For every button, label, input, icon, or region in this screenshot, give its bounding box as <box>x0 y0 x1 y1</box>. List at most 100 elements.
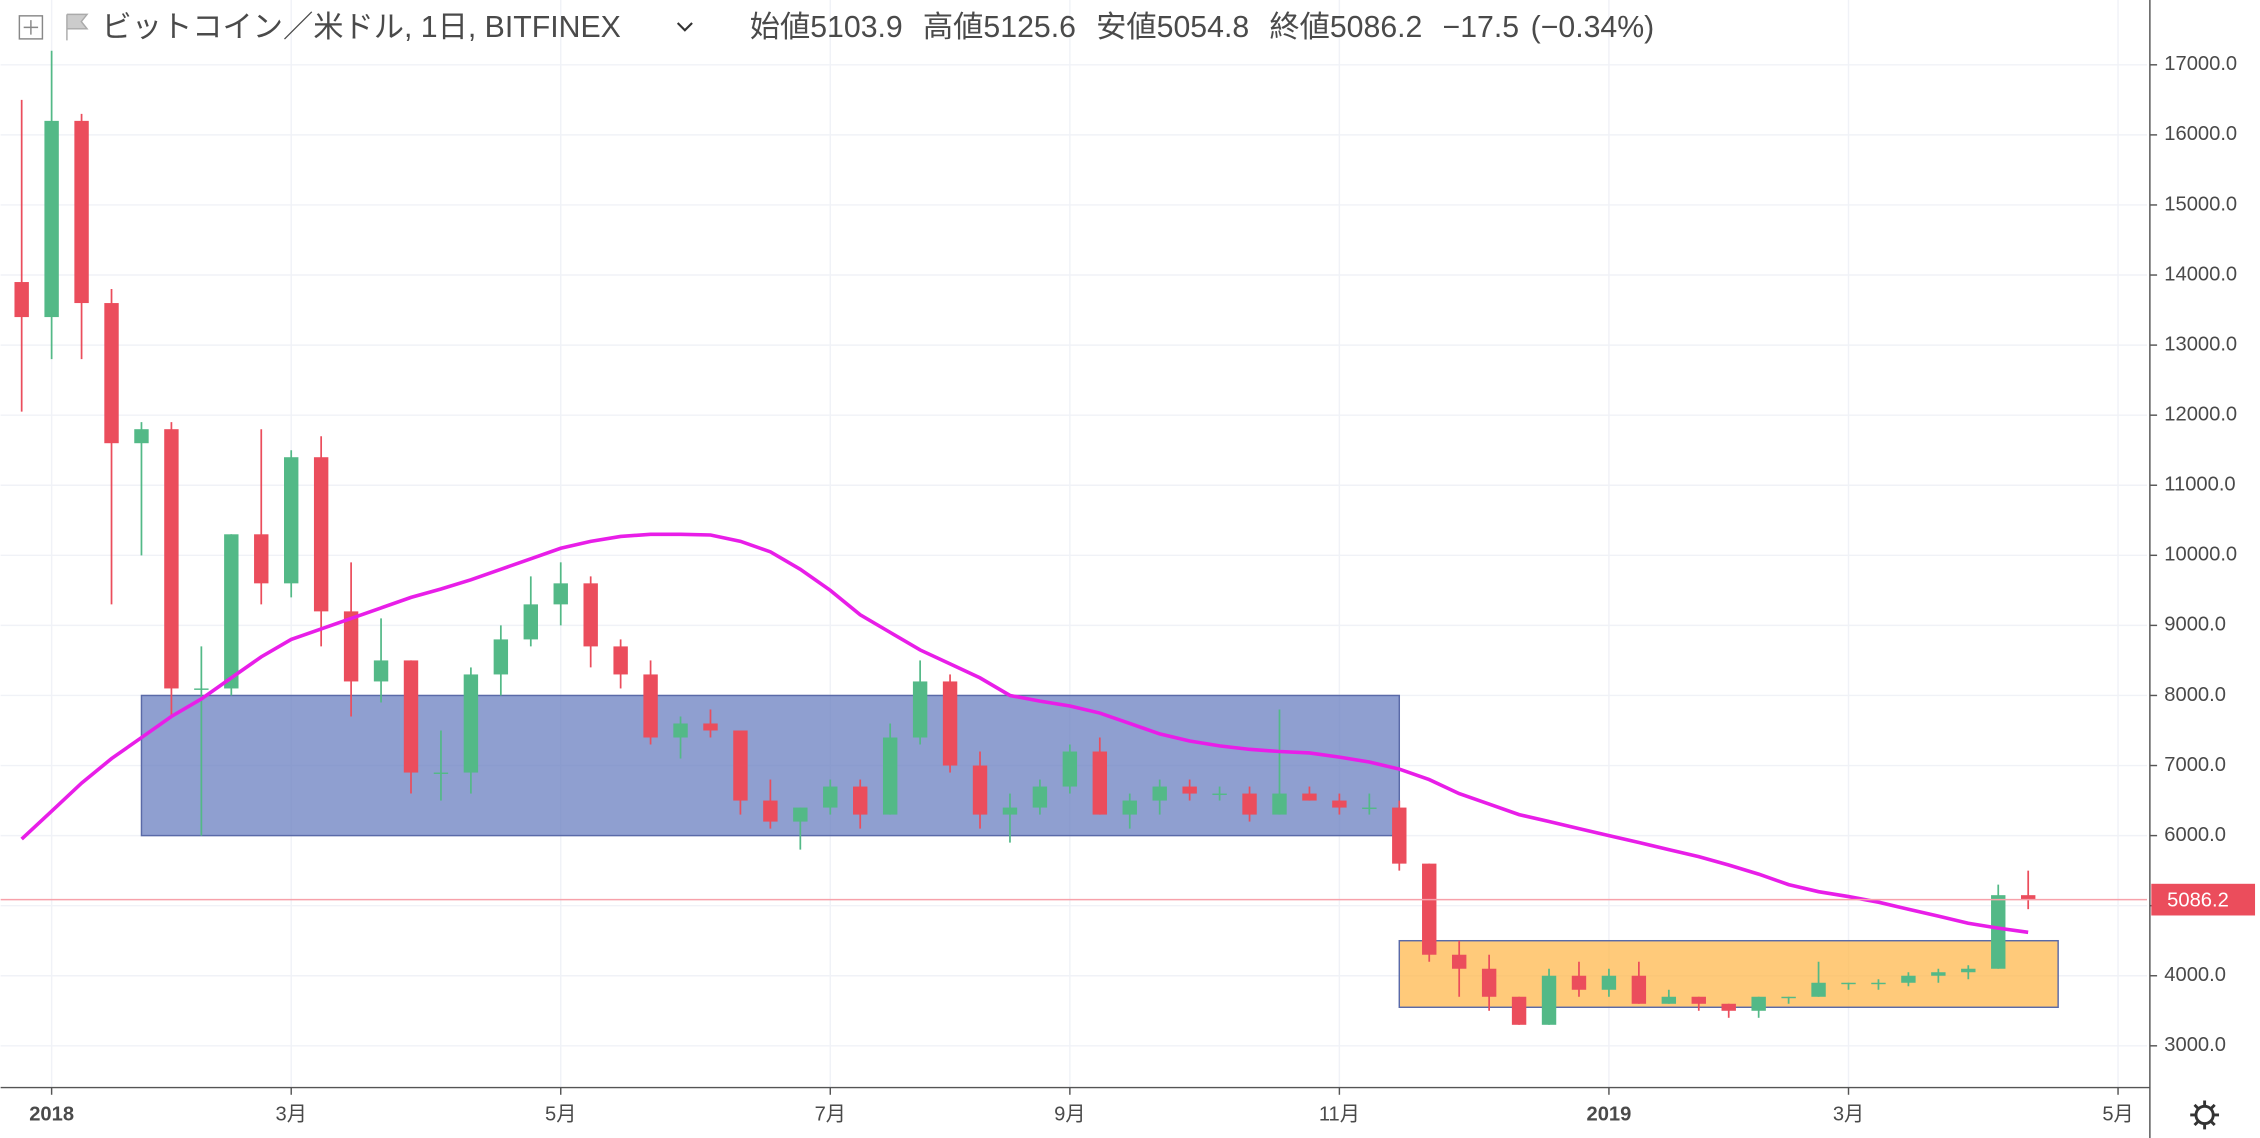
candle-body <box>583 583 598 647</box>
candle-body <box>194 688 209 690</box>
candle-body <box>343 611 359 682</box>
ohlc-values: 始値 5103.9 高値 5125.6 安値 5054.8 終値 5086.2 −17.5 (−0… <box>750 10 1655 44</box>
candle-body <box>1422 863 1437 955</box>
candle-body <box>284 457 299 584</box>
y-tick-label: 7000.0 <box>2164 754 2226 776</box>
candle-body <box>1961 968 1976 973</box>
y-tick-label: 6000.0 <box>2164 824 2226 846</box>
ohlc-label: 安値 <box>1096 10 1157 44</box>
gear-teeth <box>2190 1100 2220 1130</box>
candle-body <box>1122 800 1137 815</box>
candle-body <box>134 429 149 444</box>
candle-body <box>14 282 29 318</box>
x-tick-label: 3月 <box>1833 1103 1864 1125</box>
candle-body <box>912 681 928 738</box>
symbol-title[interactable]: ビットコイン／米ドル, 1日, BITFINEX <box>101 10 620 44</box>
plot <box>0 50 2147 1025</box>
candle-body <box>942 681 958 766</box>
candle-body <box>1152 786 1167 801</box>
ohlc-label: 始値 <box>750 10 811 44</box>
settings-icon[interactable] <box>2190 1100 2220 1130</box>
candle-body <box>1931 972 1946 976</box>
candle-body <box>1811 982 1826 997</box>
candle-body <box>1481 968 1497 997</box>
ohlc-value: 5086.2 <box>1330 11 1423 44</box>
candle-body <box>1451 954 1467 969</box>
y-tick-label: 4000.0 <box>2164 964 2226 986</box>
last-price-box <box>2151 883 2256 916</box>
candle-body <box>613 646 628 675</box>
x-tick-label: 9月 <box>1054 1103 1085 1125</box>
grid <box>0 0 2147 1088</box>
candle-body <box>433 772 449 774</box>
candle-body <box>1511 996 1527 1025</box>
candle-body <box>1781 996 1796 999</box>
x-tick-label: 5月 <box>545 1103 576 1125</box>
last-price-label: 5086.2 <box>2167 889 2229 911</box>
candle-body <box>1062 751 1078 787</box>
x-tick-label: 5月 <box>2102 1103 2133 1125</box>
candle-body <box>553 583 568 605</box>
candle-body <box>733 730 748 801</box>
x-tick-label: 2019 <box>1587 1103 1632 1125</box>
candle-body <box>1691 996 1706 1004</box>
candle-body <box>1841 982 1856 985</box>
y-tick-label: 9000.0 <box>2164 614 2226 636</box>
expand-icon[interactable] <box>18 15 44 40</box>
y-tick-label: 14000.0 <box>2164 263 2237 285</box>
change-percent: (−0.34%) <box>1531 11 1655 44</box>
candle-body <box>74 120 89 304</box>
candle-body <box>763 800 778 822</box>
candle-body <box>1901 975 1916 983</box>
candle-body <box>254 534 269 584</box>
moving-average <box>20 532 2029 935</box>
candle-body <box>1362 807 1377 810</box>
candle-body <box>853 786 868 815</box>
candle-body <box>1182 786 1197 794</box>
flag-icon[interactable] <box>66 13 89 41</box>
y-tick-label: 17000.0 <box>2164 53 2237 75</box>
candle-body <box>1751 996 1766 1011</box>
candle-body <box>523 604 538 640</box>
y-tick-label: 13000.0 <box>2164 333 2237 355</box>
y-tick-label: 3000.0 <box>2164 1034 2226 1056</box>
candle-body <box>1032 786 1048 808</box>
y-tick-label: 11000.0 <box>2164 474 2235 496</box>
candle-body <box>703 723 718 731</box>
x-tick-label: 7月 <box>815 1103 846 1125</box>
symbol-dropdown[interactable] <box>676 22 693 32</box>
x-tick-label: 3月 <box>276 1103 307 1125</box>
candle-body <box>1721 1003 1736 1011</box>
expand-icon-plus <box>23 20 39 35</box>
change: −17.5 <box>1443 11 1520 44</box>
candle-body <box>1002 807 1018 815</box>
candle-body <box>1991 895 2006 969</box>
ohlc-label: 高値 <box>923 10 984 44</box>
candle-body <box>1242 793 1257 815</box>
candle-body <box>1871 982 1886 985</box>
header: ビットコイン／米ドル, 1日, BITFINEX 始値 5103.9 高値 5125.… <box>18 10 1655 44</box>
candle-body <box>823 786 838 808</box>
candle-body <box>1302 793 1317 801</box>
candle-body <box>1571 975 1587 990</box>
axes: 3000.04000.05000.06000.07000.08000.09000… <box>29 53 2256 1125</box>
candle-body <box>1092 751 1108 815</box>
zone <box>1398 939 2059 1009</box>
y-tick-label: 12000.0 <box>2164 404 2237 426</box>
candle-body <box>373 660 389 682</box>
candle-body <box>1541 975 1557 1025</box>
ohlc-value: 5125.6 <box>983 11 1076 44</box>
ohlc-value: 5103.9 <box>810 11 903 44</box>
candle-body <box>972 765 988 815</box>
candle-body <box>1661 996 1677 1004</box>
candle-body <box>313 457 329 612</box>
candle-body <box>164 429 179 689</box>
candle-body <box>1601 975 1617 990</box>
candle-body <box>2020 895 2036 900</box>
candle-body <box>493 639 509 675</box>
x-tick-label: 2018 <box>29 1103 74 1125</box>
candle-body <box>673 723 688 738</box>
candle-body <box>1212 793 1227 796</box>
